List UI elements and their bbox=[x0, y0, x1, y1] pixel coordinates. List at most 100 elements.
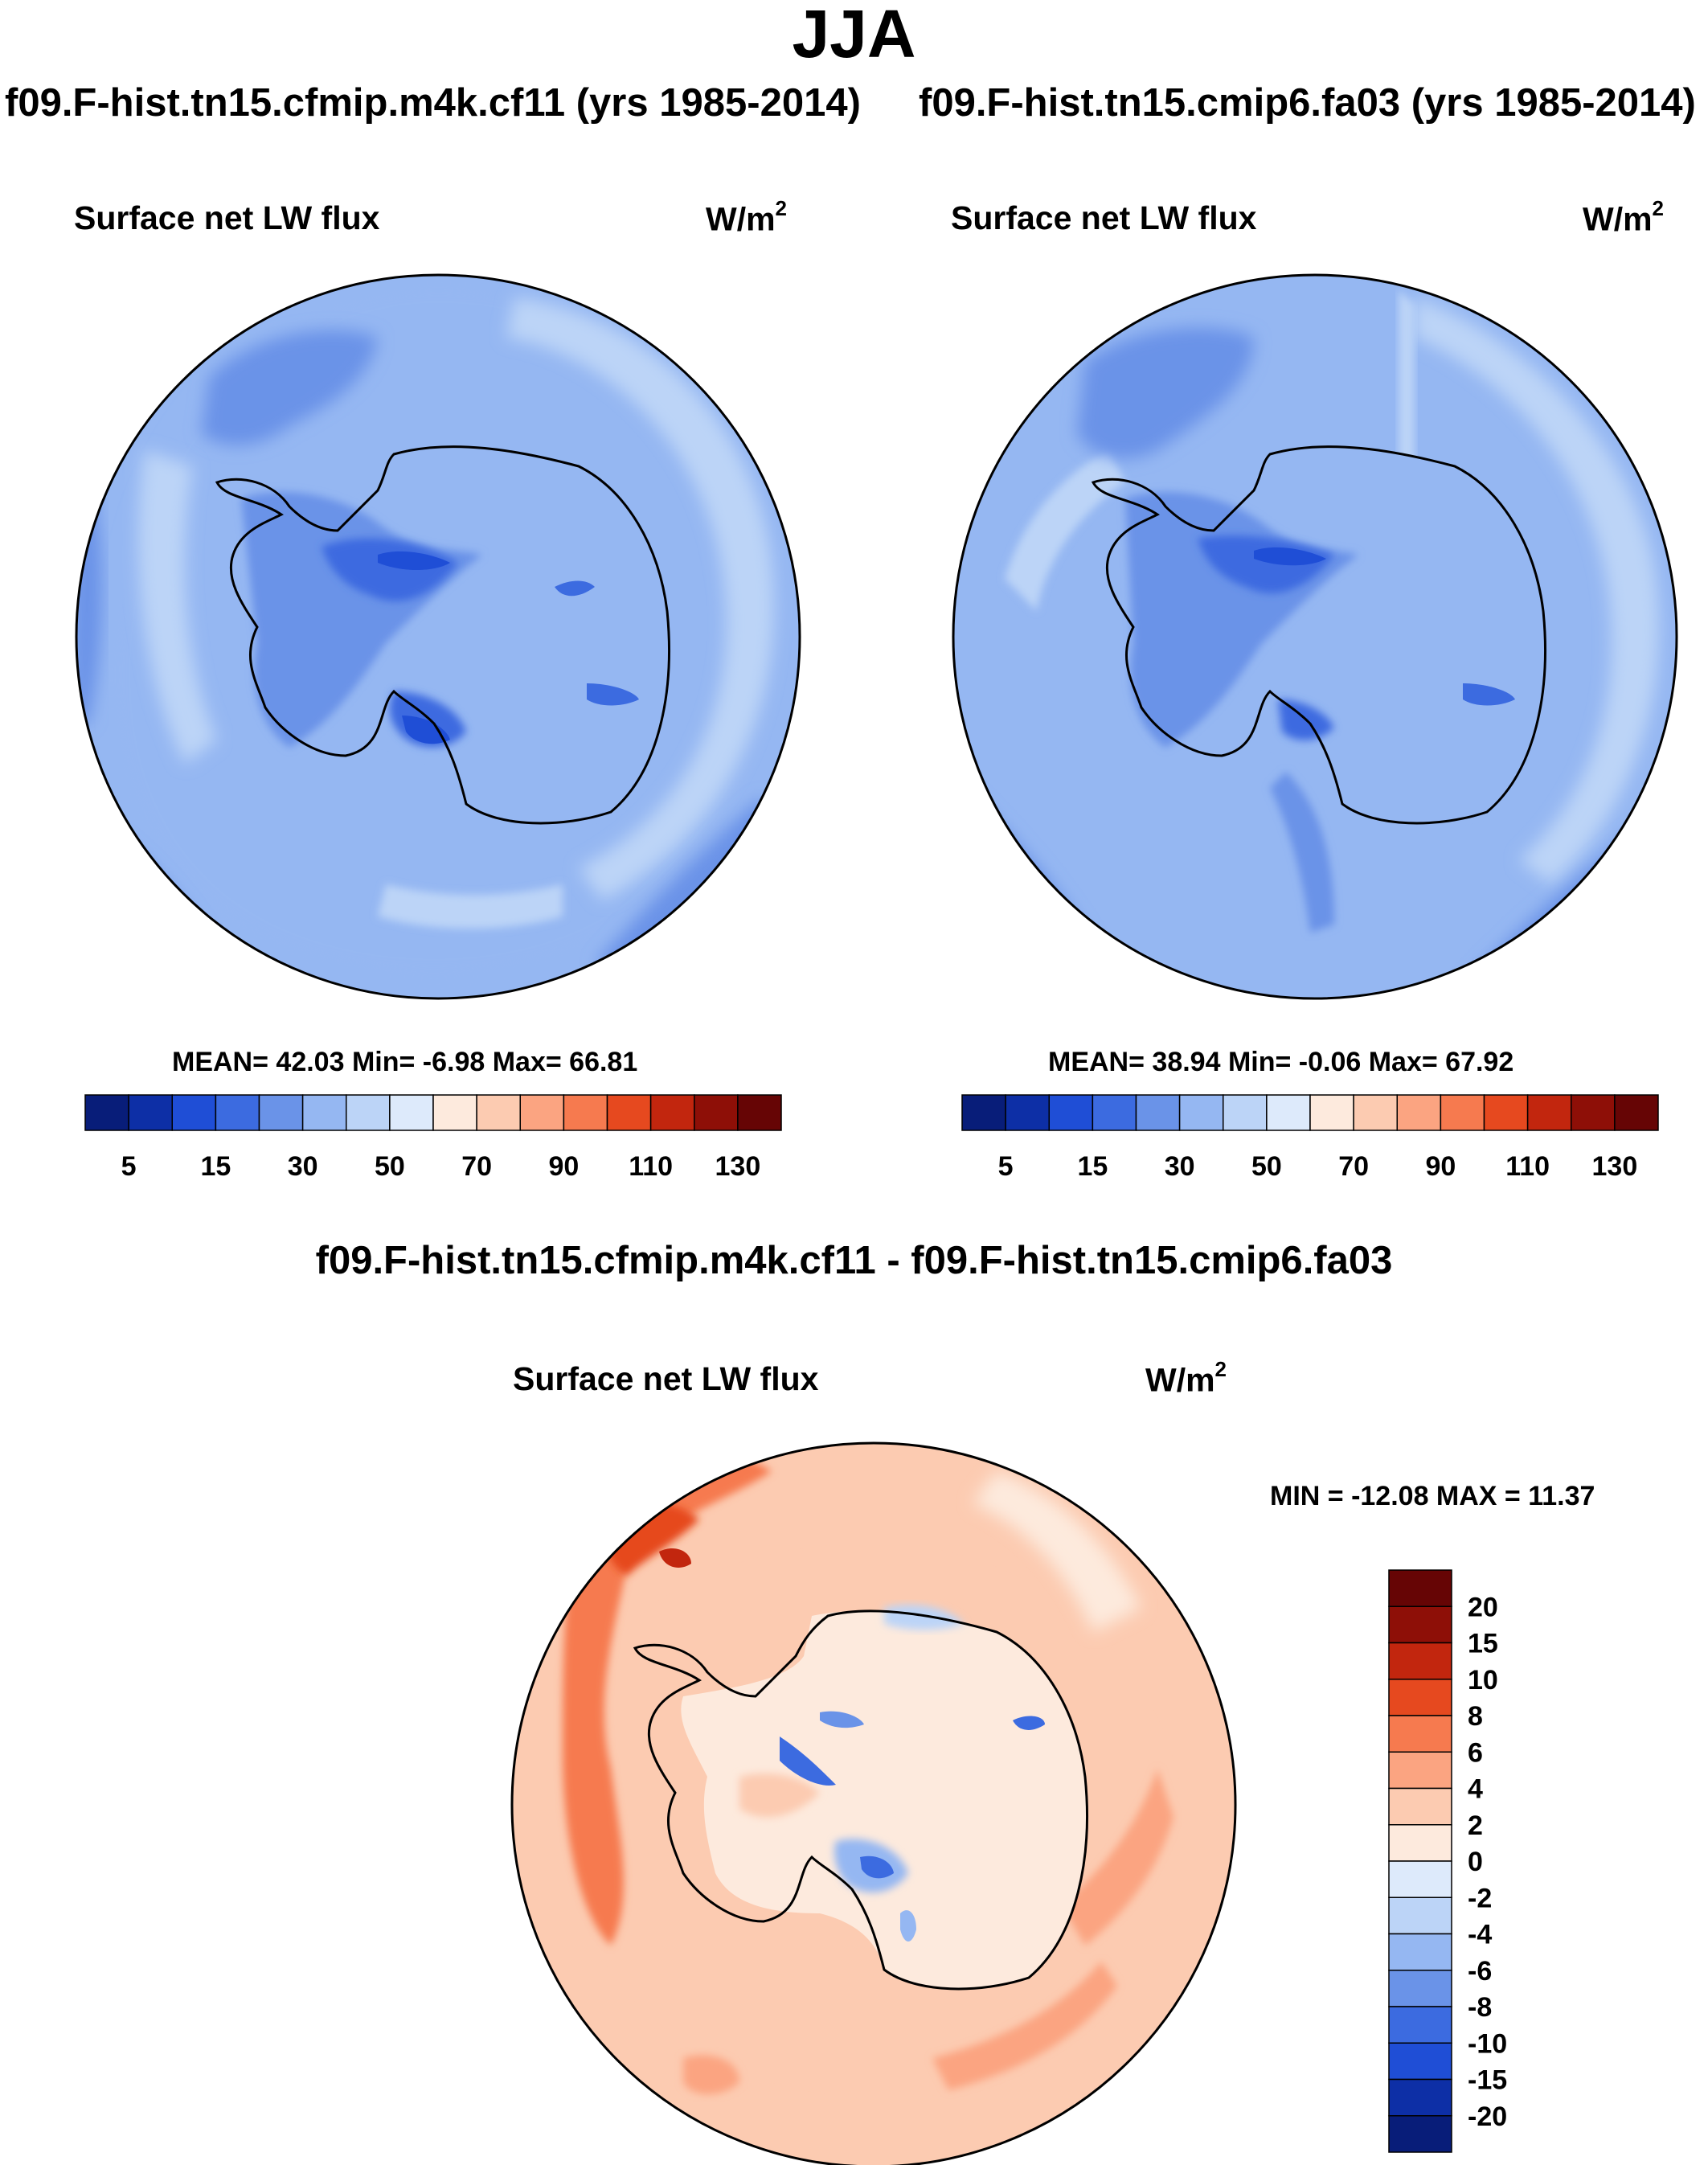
panel2-colorbar-tick-label: 5 bbox=[998, 1151, 1014, 1182]
panel1-colorbar-swatch bbox=[301, 1094, 347, 1131]
panel1-colorbar-swatch bbox=[389, 1094, 434, 1131]
panel1-colorbar-tick-label: 5 bbox=[121, 1151, 137, 1182]
panel1-colorbar-tick-label: 70 bbox=[461, 1151, 492, 1182]
panel2-colorbar-tick-label: 50 bbox=[1251, 1151, 1282, 1182]
panel2-colorbar-swatch bbox=[1005, 1094, 1050, 1131]
panel1-colorbar-swatch bbox=[563, 1094, 608, 1131]
panel2-colorbar-swatch bbox=[1614, 1094, 1659, 1131]
panel1-stats: MEAN= 42.03 Min= -6.98 Max= 66.81 bbox=[172, 1047, 638, 1077]
panel1-variable-label: Surface net LW flux bbox=[74, 199, 380, 236]
diff-colorbar-swatch bbox=[1388, 1569, 1452, 1607]
panel1-colorbar-swatch bbox=[258, 1094, 304, 1131]
diff-map bbox=[512, 1443, 1235, 2165]
panel2-colorbar-swatch bbox=[961, 1094, 1006, 1131]
panel2-units-label: W/m2 bbox=[1583, 196, 1665, 238]
panel1-colorbar-swatch bbox=[432, 1094, 477, 1131]
diff-colorbar-swatch bbox=[1388, 2115, 1452, 2153]
panel2-colorbar-swatch bbox=[1309, 1094, 1354, 1131]
diff-colorbar-tick-label: 10 bbox=[1468, 1665, 1498, 1696]
panel2-colorbar-swatch bbox=[1092, 1094, 1137, 1131]
panel1-case-label: f09.F-hist.tn15.cfmip.m4k.cf11 (yrs 1985… bbox=[5, 81, 861, 125]
diff-colorbar-swatch bbox=[1388, 1896, 1452, 1935]
diff-map-border bbox=[510, 1441, 1237, 2165]
diff-colorbar-tick-label: -10 bbox=[1468, 2028, 1507, 2059]
panel1-colorbar-swatch bbox=[346, 1094, 391, 1131]
diff-colorbar-tick-label: 4 bbox=[1468, 1774, 1483, 1805]
panel1-colorbar-swatch bbox=[649, 1094, 695, 1131]
panel2-colorbar-swatch bbox=[1526, 1094, 1572, 1131]
panel2-colorbar-swatch bbox=[1223, 1094, 1268, 1131]
diff-colorbar-swatch bbox=[1388, 2042, 1452, 2081]
panel2-colorbar-tick-label: 130 bbox=[1592, 1151, 1638, 1182]
panel1-colorbar-swatch bbox=[606, 1094, 652, 1131]
diff-colorbar-tick-label: 6 bbox=[1468, 1737, 1483, 1768]
panel2-colorbar-tick-label: 30 bbox=[1165, 1151, 1195, 1182]
diff-colorbar-tick-label: 2 bbox=[1468, 1810, 1483, 1841]
diff-colorbar-tick-label: -8 bbox=[1468, 1992, 1492, 2023]
diff-colorbar-tick-label: -20 bbox=[1468, 2101, 1507, 2132]
panel1-colorbar-swatch bbox=[84, 1094, 129, 1131]
diff-colorbar-swatch bbox=[1388, 1824, 1452, 1862]
panel1-colorbar-swatch bbox=[215, 1094, 260, 1131]
diff-colorbar-swatch bbox=[1388, 1605, 1452, 1644]
panel2-colorbar-tick-label: 110 bbox=[1505, 1151, 1550, 1182]
panel2-map bbox=[953, 275, 1677, 998]
diff-colorbar-tick-label: -2 bbox=[1468, 1883, 1492, 1913]
panel2-case-label: f09.F-hist.tn15.cmip6.fa03 (yrs 1985-201… bbox=[919, 81, 1696, 125]
panel2-colorbar: 5 15 30 50 70 90 110 130 bbox=[961, 1094, 1659, 1182]
panel2-colorbar-tick-label: 90 bbox=[1425, 1151, 1456, 1182]
diff-colorbar-tick-label: 15 bbox=[1468, 1629, 1498, 1659]
panel1-colorbar-tick-label: 30 bbox=[288, 1151, 318, 1182]
panel1-map bbox=[76, 275, 800, 998]
diff-colorbar-swatch bbox=[1388, 2006, 1452, 2044]
panel2-colorbar-tick-label: 70 bbox=[1338, 1151, 1369, 1182]
panel2-colorbar-swatch bbox=[1135, 1094, 1181, 1131]
panel2-stats: MEAN= 38.94 Min= -0.06 Max= 67.92 bbox=[1048, 1047, 1514, 1077]
panel2-colorbar-swatch bbox=[1571, 1094, 1616, 1131]
diff-colorbar-swatch bbox=[1388, 2078, 1452, 2117]
panel1-colorbar-swatch bbox=[128, 1094, 173, 1131]
diff-colorbar-tick-label: 20 bbox=[1468, 1592, 1498, 1622]
panel1-colorbar-swatch bbox=[737, 1094, 782, 1131]
panel1-colorbar: 5 15 30 50 70 90 110 130 bbox=[84, 1094, 782, 1182]
diff-colorbar-tick-label: -15 bbox=[1468, 2065, 1507, 2096]
diff-colorbar-swatch bbox=[1388, 1933, 1452, 1971]
panel2-colorbar-swatch bbox=[1266, 1094, 1311, 1131]
panel1-map-border bbox=[75, 273, 801, 1000]
panel1-colorbar-tick-label: 110 bbox=[629, 1151, 673, 1182]
panel1-colorbar-swatch bbox=[171, 1094, 217, 1131]
diff-colorbar-swatch bbox=[1388, 1751, 1452, 1790]
diff-variable-label: Surface net LW flux bbox=[513, 1360, 819, 1397]
diff-colorbar-swatch bbox=[1388, 1787, 1452, 1826]
diff-colorbar-tick-label: -6 bbox=[1468, 1956, 1492, 1987]
diff-colorbar-swatch bbox=[1388, 1970, 1452, 2007]
panel2-colorbar-swatch bbox=[1048, 1094, 1094, 1131]
diff-colorbar-swatch bbox=[1388, 1860, 1452, 1898]
panel2-colorbar-swatch bbox=[1178, 1094, 1224, 1131]
panel2-colorbar-swatch bbox=[1353, 1094, 1398, 1131]
diff-colorbar-swatch bbox=[1388, 1679, 1452, 1716]
diff-colorbar-tick-label: -4 bbox=[1468, 1920, 1492, 1950]
panel1-colorbar-swatch bbox=[476, 1094, 521, 1131]
panel1-colorbar-tick-label: 50 bbox=[375, 1151, 405, 1182]
panel1-colorbar-tick-label: 90 bbox=[548, 1151, 579, 1182]
panel2-colorbar-swatch bbox=[1483, 1094, 1529, 1131]
figure-title: JJA bbox=[792, 0, 916, 72]
panel2-colorbar-swatch bbox=[1440, 1094, 1485, 1131]
panel1-colorbar-tick-label: 130 bbox=[715, 1151, 761, 1182]
diff-colorbar-tick-label: 8 bbox=[1468, 1701, 1483, 1732]
diff-stats: MIN = -12.08 MAX = 11.37 bbox=[1270, 1481, 1595, 1511]
panel1-units-label: W/m2 bbox=[706, 196, 788, 238]
panel2-variable-label: Surface net LW flux bbox=[951, 199, 1257, 236]
difference-title: f09.F-hist.tn15.cfmip.m4k.cf11 - f09.F-h… bbox=[315, 1239, 1393, 1282]
panel2-map-border bbox=[952, 273, 1678, 1000]
panel1-colorbar-swatch bbox=[519, 1094, 565, 1131]
panel2-colorbar-swatch bbox=[1396, 1094, 1442, 1131]
diff-colorbar-swatch bbox=[1388, 1715, 1452, 1753]
panel1-colorbar-tick-label: 15 bbox=[200, 1151, 231, 1182]
panel2-colorbar-tick-label: 15 bbox=[1077, 1151, 1108, 1182]
diff-colorbar-tick-label: 0 bbox=[1468, 1847, 1483, 1877]
diff-colorbar-swatch bbox=[1388, 1642, 1452, 1680]
